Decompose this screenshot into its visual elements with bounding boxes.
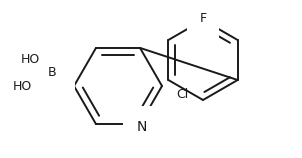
Text: B: B: [48, 66, 56, 79]
Text: F: F: [199, 12, 207, 25]
Text: Cl: Cl: [176, 88, 188, 100]
Text: HO: HO: [21, 53, 40, 66]
Text: HO: HO: [13, 80, 32, 94]
Text: N: N: [137, 120, 147, 134]
